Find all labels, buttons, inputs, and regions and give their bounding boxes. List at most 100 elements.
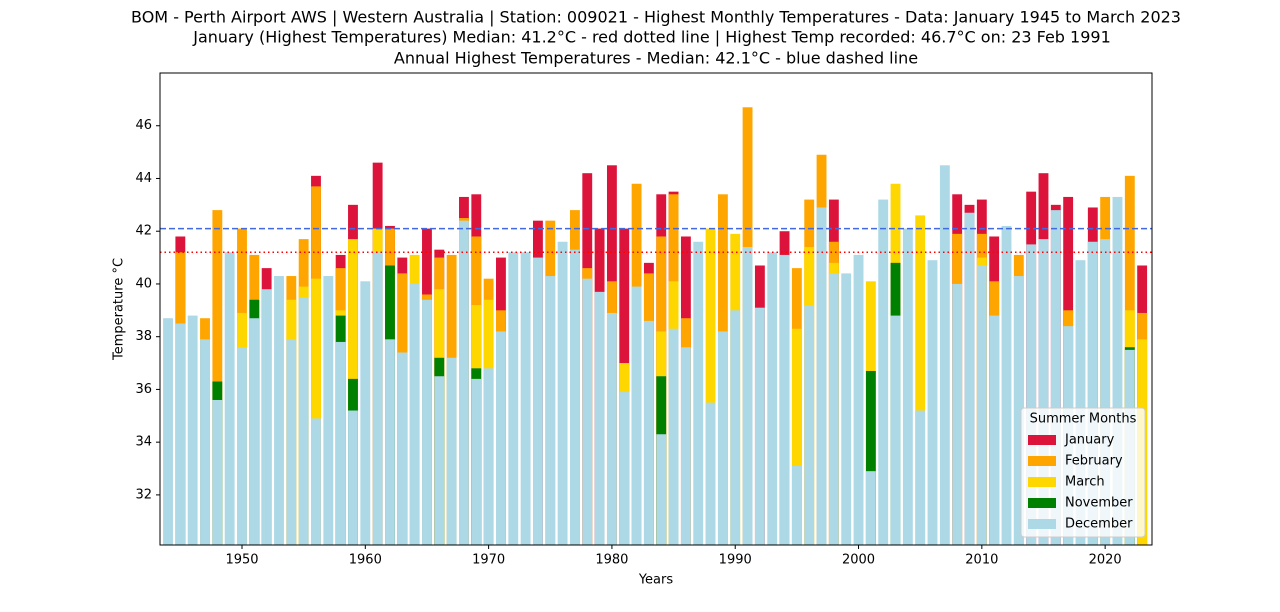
bar (865, 471, 876, 545)
bar (261, 289, 272, 545)
bar (952, 283, 963, 545)
legend-label: December (1065, 517, 1133, 532)
bar (1075, 260, 1086, 545)
bar (557, 241, 568, 546)
legend-label: February (1065, 454, 1123, 469)
bar (804, 305, 815, 545)
bar (311, 278, 321, 545)
bar (1013, 276, 1024, 545)
bar (693, 241, 704, 546)
x-axis-label: Years (638, 573, 674, 588)
legend-swatch (1028, 456, 1056, 466)
bar (680, 347, 691, 545)
bar (249, 318, 260, 545)
bar (422, 299, 432, 545)
bar (372, 252, 383, 546)
bar (791, 328, 802, 545)
bar (348, 410, 358, 545)
bar (385, 339, 395, 545)
y-tick-label: 34 (135, 435, 152, 450)
legend-label: March (1065, 475, 1105, 490)
bar (1038, 239, 1049, 545)
bar (569, 249, 580, 545)
bar (705, 228, 716, 545)
x-tick-label: 1970 (472, 553, 505, 568)
bar (471, 378, 482, 545)
bar (434, 376, 445, 545)
x-tick-label: 2010 (965, 553, 998, 568)
legend-label: November (1065, 496, 1133, 511)
y-axis-label: Temperature °C (112, 258, 127, 361)
bar (915, 410, 926, 545)
bar (286, 339, 297, 545)
bar (976, 265, 987, 545)
bar (311, 418, 321, 545)
bar (964, 212, 975, 545)
chart-subtitle: January (Highest Temperatures) Median: 4… (192, 28, 1111, 47)
bar (779, 254, 790, 545)
bar (643, 320, 654, 545)
x-tick-label: 1990 (719, 553, 752, 568)
bar (890, 315, 901, 545)
y-tick-label: 40 (135, 276, 152, 291)
bar (545, 276, 556, 545)
bar (520, 252, 531, 546)
bar (335, 341, 346, 545)
bar (828, 273, 839, 545)
bar (767, 252, 778, 546)
chart-title: BOM - Perth Airport AWS | Western Austra… (131, 8, 1181, 27)
bar (533, 257, 543, 545)
bar (1050, 210, 1061, 546)
bar (1100, 239, 1111, 545)
bar (582, 278, 593, 545)
y-tick-label: 32 (135, 487, 152, 502)
bar (323, 276, 334, 545)
bar (754, 307, 765, 545)
bar (865, 370, 876, 545)
bar (298, 297, 309, 545)
x-tick-label: 2000 (842, 553, 875, 568)
bar (397, 352, 408, 545)
bar (496, 331, 506, 545)
bar (791, 465, 802, 545)
x-tick-label: 2020 (1089, 553, 1122, 568)
bar (163, 318, 173, 545)
bar (841, 273, 852, 545)
bar (594, 291, 605, 545)
bar (631, 286, 642, 545)
bar (853, 254, 864, 545)
bar (742, 247, 753, 546)
bar (619, 392, 630, 545)
bar (606, 312, 617, 545)
legend-swatch (1028, 498, 1056, 508)
bar (989, 315, 1000, 545)
bar (508, 252, 519, 546)
legend-swatch (1028, 435, 1056, 445)
bar (816, 207, 827, 545)
y-tick-label: 46 (135, 118, 152, 133)
x-tick-label: 1980 (595, 553, 628, 568)
bar (656, 434, 667, 545)
bar (360, 281, 371, 545)
y-tick-label: 44 (135, 171, 152, 186)
x-tick-label: 1960 (349, 553, 382, 568)
bar (730, 310, 741, 545)
bar (717, 331, 728, 545)
bar (446, 357, 457, 545)
bar (1026, 244, 1037, 545)
legend-title: Summer Months (1030, 412, 1137, 427)
bar (668, 328, 679, 545)
bar (175, 323, 186, 545)
bar (409, 283, 420, 545)
bar (212, 210, 223, 546)
bar (187, 315, 198, 545)
bar (705, 402, 716, 545)
bar (274, 276, 284, 545)
bar (1087, 241, 1098, 546)
bar (1001, 225, 1012, 546)
bar (483, 368, 494, 545)
legend-swatch (1028, 477, 1056, 487)
y-tick-label: 38 (135, 329, 152, 344)
legend-swatch (1028, 519, 1056, 529)
